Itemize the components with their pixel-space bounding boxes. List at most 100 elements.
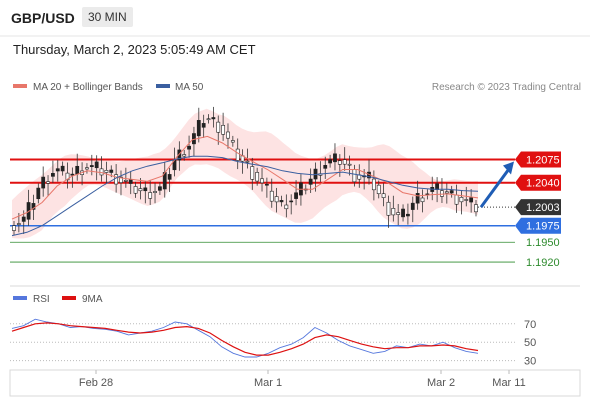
- candle-body: [16, 223, 21, 225]
- candle: [328, 154, 333, 168]
- candle: [143, 181, 148, 204]
- candle-body: [36, 187, 41, 200]
- timestamp: Thursday, March 2, 2023 5:05:49 AM CET: [13, 42, 256, 57]
- candle-body: [211, 117, 216, 120]
- resistance-tag-2: [515, 174, 561, 191]
- candle: [85, 163, 89, 174]
- candle-body: [187, 145, 191, 150]
- candle: [230, 135, 235, 147]
- resistance-tag-1: [515, 151, 561, 168]
- ma50-legend-swatch: [156, 84, 170, 88]
- candle: [70, 167, 75, 188]
- support-label-2: 1.1920: [526, 257, 560, 269]
- research-credit: Research © 2023 Trading Central: [432, 82, 581, 93]
- candle-body: [260, 178, 264, 184]
- candle-body: [21, 216, 26, 222]
- candle: [177, 141, 182, 171]
- candle-body: [376, 184, 381, 195]
- candle-body: [41, 176, 46, 189]
- candle: [211, 106, 216, 128]
- candle-body: [89, 165, 94, 168]
- candle-body: [70, 173, 75, 176]
- candle-body: [444, 191, 449, 194]
- candle-body: [31, 203, 36, 210]
- candle-body: [454, 194, 459, 205]
- candle-body: [226, 131, 230, 139]
- candle: [41, 166, 46, 197]
- candle: [459, 190, 464, 215]
- candle-body: [308, 178, 313, 185]
- timeframe-badge[interactable]: 30 MIN: [82, 7, 133, 27]
- candle-body: [221, 125, 226, 135]
- candle-body: [474, 204, 478, 213]
- candle-body: [123, 180, 128, 182]
- candle-body: [328, 159, 333, 164]
- candle-body: [386, 201, 391, 216]
- x-tick-label-1: Feb 28: [79, 377, 113, 389]
- ma9-legend-label: 9MA: [82, 294, 103, 305]
- candle: [206, 114, 211, 124]
- candle: [371, 170, 376, 201]
- candle-body: [352, 169, 357, 183]
- rsi-9ma-line: [11, 322, 479, 356]
- candle: [255, 167, 260, 186]
- candle: [444, 183, 449, 204]
- ma50-legend-label: MA 50: [175, 82, 204, 93]
- candle-body: [201, 123, 206, 128]
- candle: [474, 199, 478, 217]
- candle: [420, 189, 425, 213]
- candle: [376, 180, 381, 199]
- candle-body: [128, 179, 133, 184]
- candle: [260, 168, 264, 192]
- candle-body: [206, 118, 211, 121]
- pivot-tag-label-1: 1.1975: [526, 221, 560, 233]
- candle-body: [401, 208, 405, 218]
- candle-body: [235, 148, 240, 161]
- candle: [221, 112, 226, 141]
- candle-body: [104, 170, 109, 173]
- candle-body: [440, 190, 444, 197]
- candle: [153, 182, 157, 204]
- candle-body: [148, 192, 153, 199]
- rsi-tick-30: 30: [524, 356, 536, 368]
- candle: [289, 194, 294, 215]
- candle: [65, 162, 70, 189]
- candle-body: [391, 208, 396, 216]
- candle: [469, 189, 474, 213]
- resistance-tag-label-2: 1.2040: [526, 178, 560, 190]
- candle-body: [153, 191, 157, 193]
- candle: [99, 156, 104, 182]
- candle: [226, 123, 230, 149]
- candle-body: [196, 120, 201, 137]
- candle: [123, 167, 128, 188]
- symbol-title: GBP/USD: [11, 10, 75, 26]
- ma9-legend-swatch: [62, 296, 76, 300]
- candle: [440, 178, 444, 204]
- rsi-line: [11, 318, 479, 358]
- candle-body: [167, 174, 172, 180]
- candle: [449, 185, 454, 198]
- current-price-label: 1.2003: [526, 202, 560, 214]
- candle-body: [60, 165, 65, 172]
- candle-body: [75, 165, 80, 175]
- bollinger-bands: [12, 108, 478, 239]
- candle-body: [415, 193, 420, 204]
- candle-body: [85, 167, 89, 170]
- candle-body: [279, 200, 284, 203]
- candle: [401, 204, 405, 222]
- candle-body: [51, 173, 55, 177]
- current-price-tag: [515, 199, 561, 216]
- candle: [51, 160, 55, 183]
- candle: [196, 107, 201, 143]
- candle: [36, 183, 41, 204]
- candle: [323, 156, 328, 179]
- candle-body: [289, 200, 294, 203]
- candle-body: [138, 188, 143, 192]
- candle-body: [449, 190, 454, 194]
- candle-body: [177, 149, 182, 161]
- rsi-tick-70: 70: [524, 319, 536, 331]
- candle-body: [46, 181, 50, 184]
- candle: [94, 155, 99, 181]
- pivot-tag-1: [515, 217, 561, 234]
- ma20-legend-swatch: [13, 84, 27, 88]
